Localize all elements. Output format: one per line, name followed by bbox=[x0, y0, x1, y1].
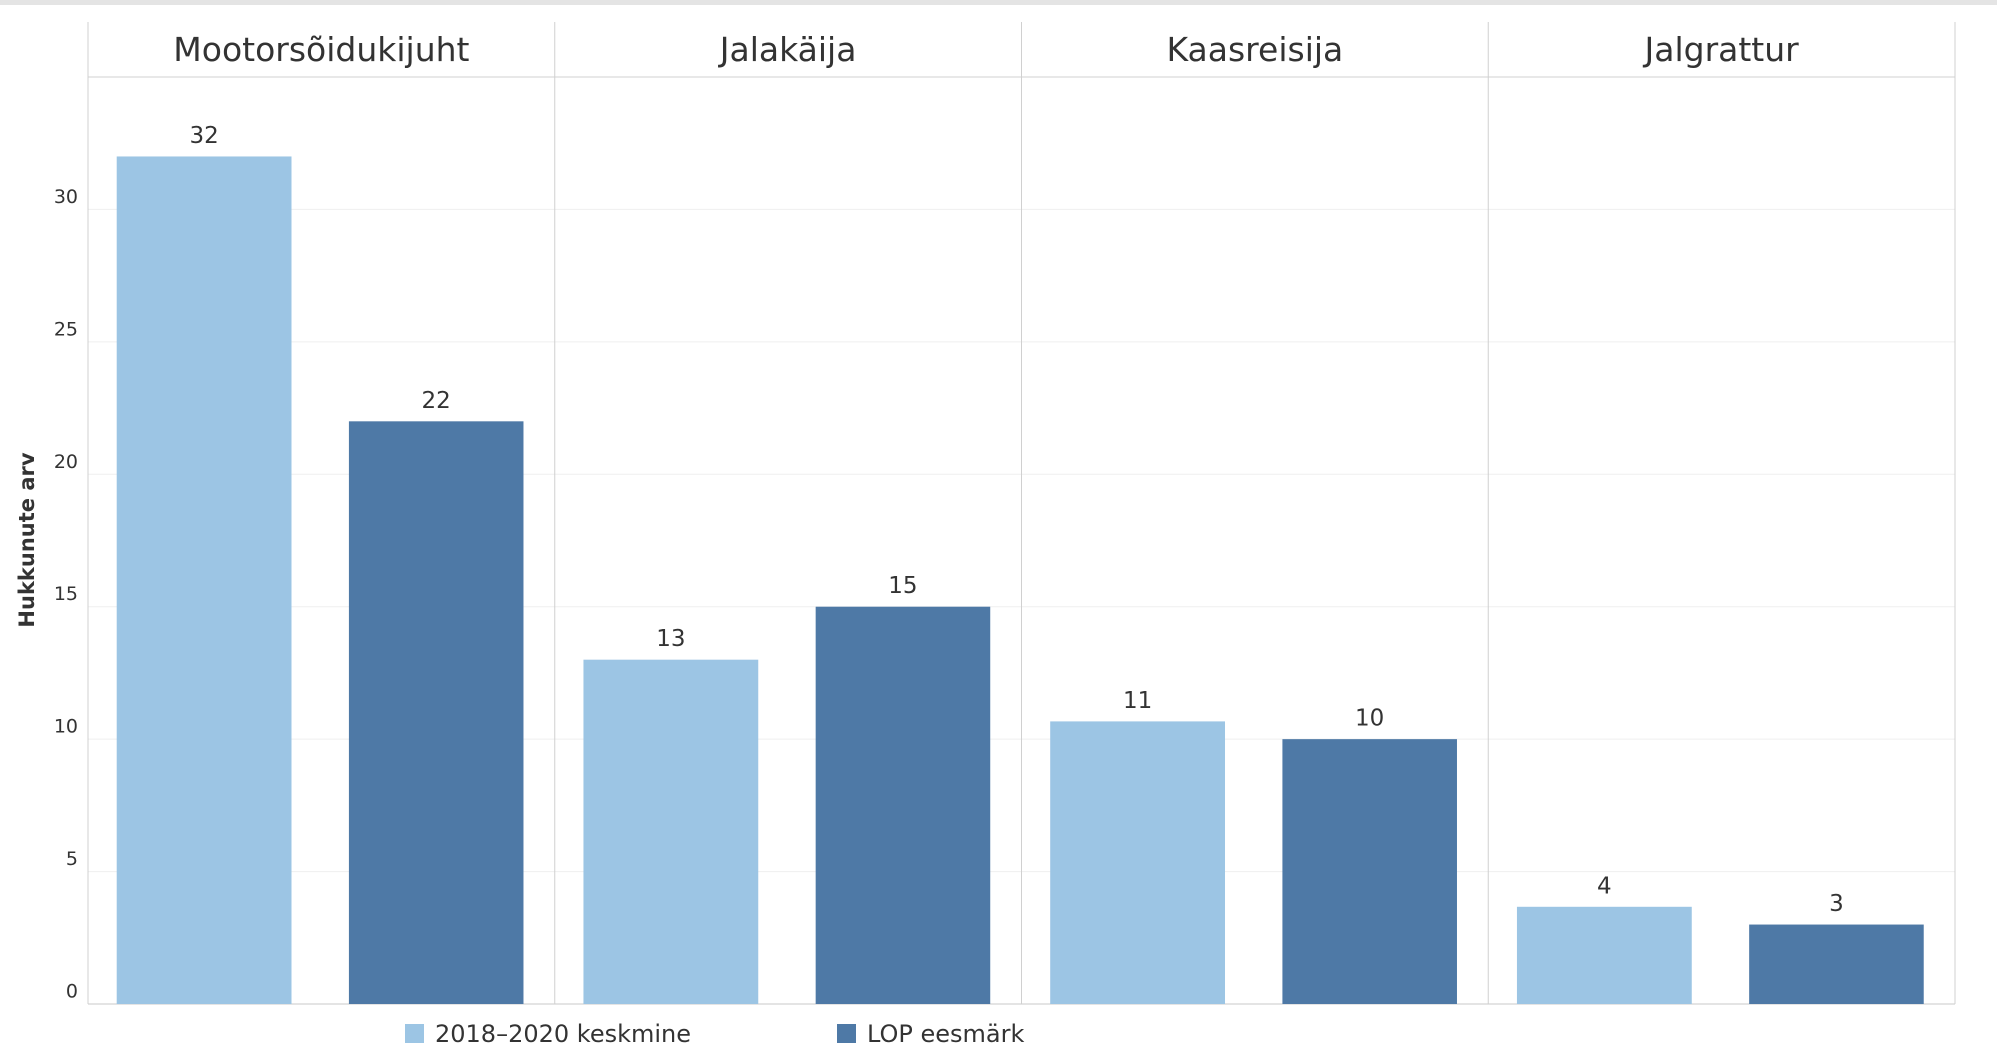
panel-header: Jalgrattur bbox=[1643, 30, 1800, 69]
value-label: 32 bbox=[189, 123, 218, 149]
panel-header: Mootorsõidukijuht bbox=[173, 30, 469, 69]
y-tick-label: 10 bbox=[54, 716, 78, 738]
y-axis-label: Hukkunute arv bbox=[15, 452, 39, 627]
y-tick-label: 30 bbox=[54, 186, 78, 208]
y-tick-label: 15 bbox=[54, 583, 78, 605]
bar bbox=[348, 421, 524, 1004]
panel-header: Jalakäija bbox=[718, 30, 857, 69]
panel-header: Kaasreisija bbox=[1166, 30, 1343, 69]
top-strip bbox=[0, 0, 1997, 5]
bar bbox=[583, 659, 759, 1004]
value-label: 10 bbox=[1355, 706, 1384, 732]
value-label: 11 bbox=[1123, 688, 1152, 714]
value-label: 22 bbox=[422, 388, 451, 414]
y-tick-label: 5 bbox=[66, 848, 78, 870]
y-tick-label: 20 bbox=[54, 451, 78, 473]
bar bbox=[1749, 924, 1924, 1004]
legend-swatch bbox=[405, 1024, 424, 1043]
y-tick-label: 0 bbox=[66, 981, 78, 1003]
value-label: 4 bbox=[1597, 873, 1612, 899]
bar bbox=[1516, 906, 1692, 1004]
legend-label: 2018–2020 keskmine bbox=[435, 1020, 691, 1048]
value-label: 13 bbox=[656, 626, 685, 652]
bar bbox=[1050, 721, 1226, 1004]
legend-label: LOP eesmärk bbox=[867, 1020, 1024, 1048]
legend-swatch bbox=[837, 1024, 856, 1043]
value-label: 15 bbox=[888, 573, 917, 599]
value-label: 3 bbox=[1829, 891, 1844, 917]
bar bbox=[116, 156, 292, 1004]
bar bbox=[815, 606, 991, 1004]
y-tick-label: 25 bbox=[54, 318, 78, 340]
bar bbox=[1282, 739, 1457, 1004]
